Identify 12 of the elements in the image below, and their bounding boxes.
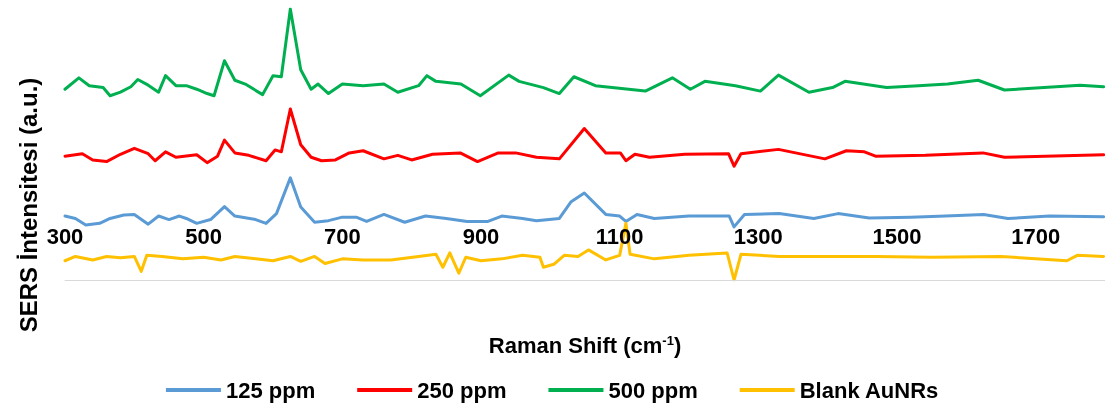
legend-label: 500 ppm [608, 377, 698, 403]
legend-label: 250 ppm [417, 377, 507, 403]
x-tick-label: 300 [46, 223, 84, 249]
legend-label: 125 ppm [225, 377, 316, 403]
x-tick-label: 1700 [1011, 223, 1061, 249]
x-tick-label: 900 [462, 223, 500, 249]
x-tick-label: 1500 [872, 223, 922, 249]
x-tick-label: 1300 [733, 223, 783, 249]
x-tick-label: 700 [323, 223, 361, 249]
x-tick-label: 500 [185, 223, 223, 249]
legend-label: Blank AuNRs [799, 377, 939, 403]
y-axis-title: SERS İntensitesi (a.u.) [14, 77, 42, 333]
